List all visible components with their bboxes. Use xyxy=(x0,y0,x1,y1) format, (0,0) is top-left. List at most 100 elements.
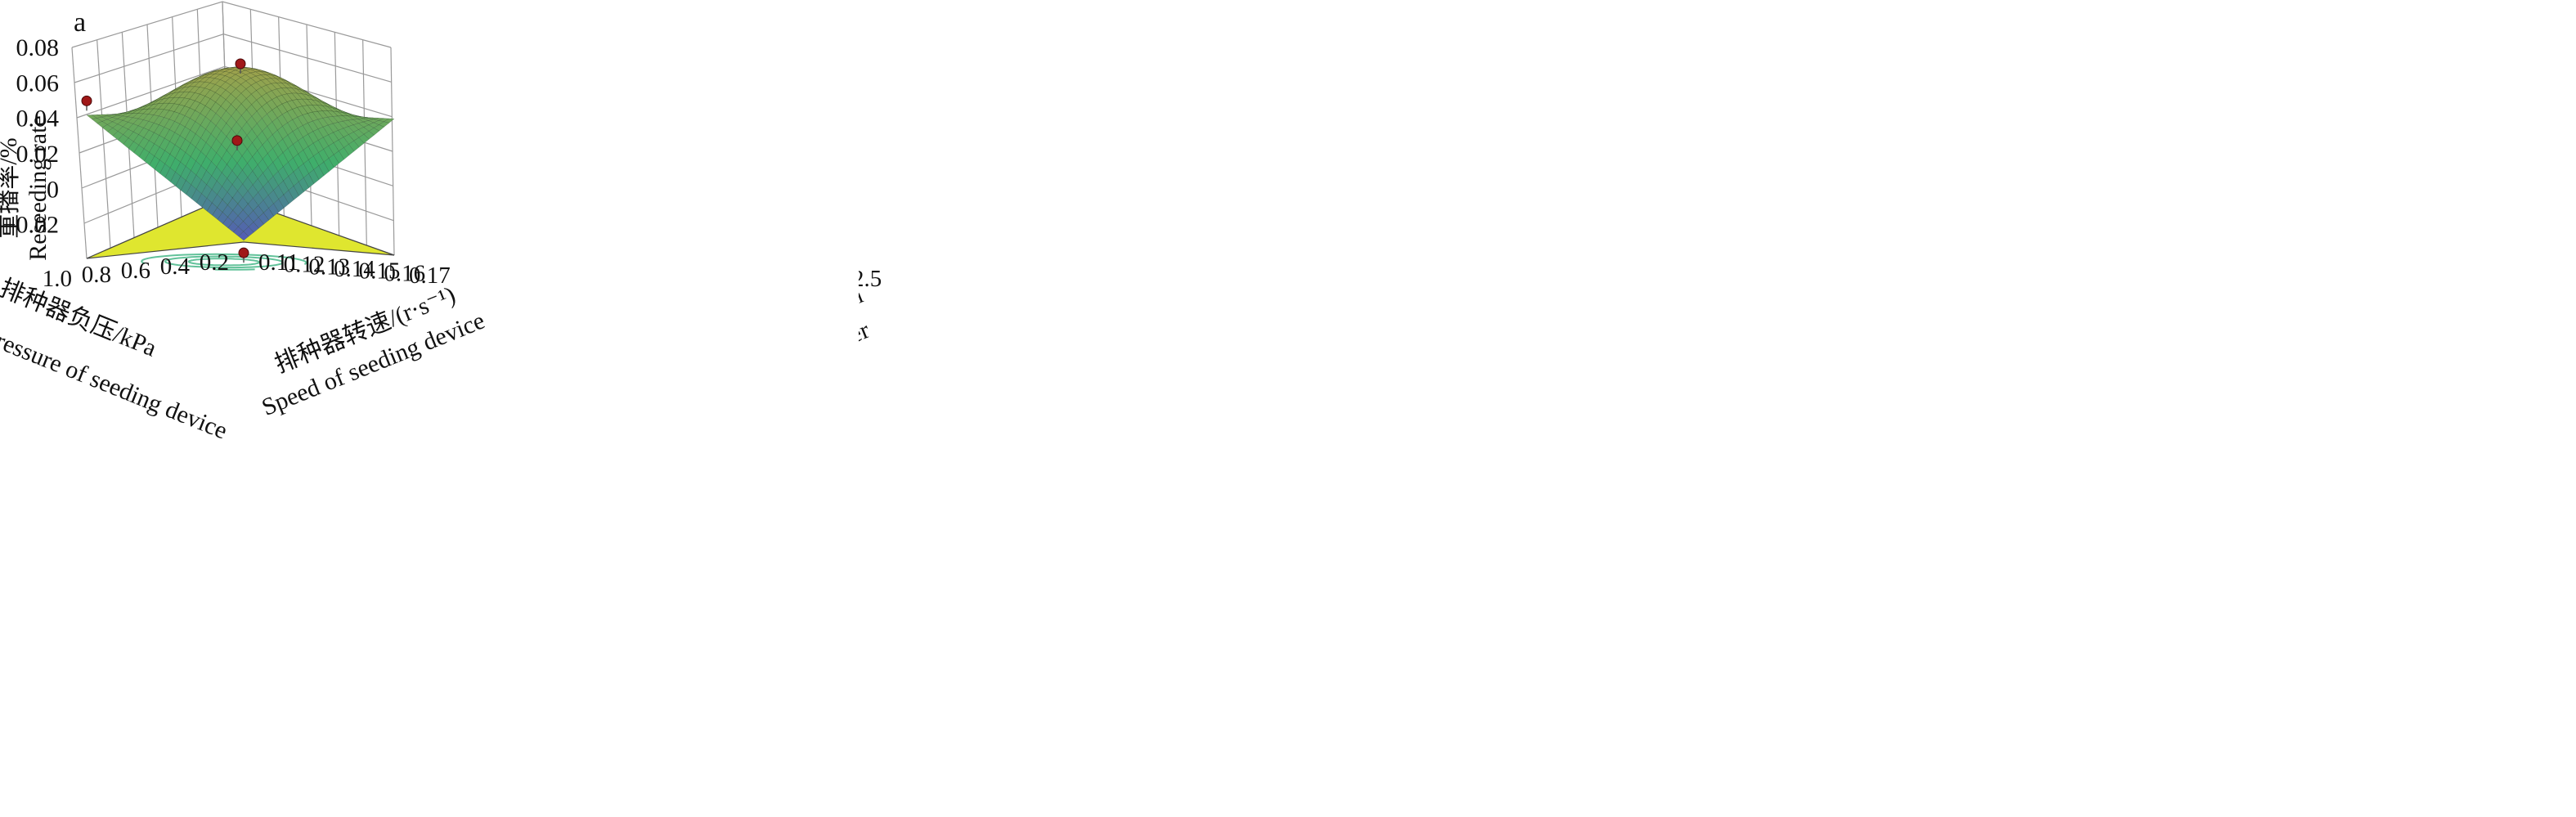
design-points-a xyxy=(81,58,249,263)
design-point xyxy=(235,58,246,70)
surface-cell xyxy=(303,133,314,147)
surface-cell xyxy=(195,124,206,139)
surface-cell xyxy=(178,81,189,88)
left-tick-label: 1.0 xyxy=(43,266,72,292)
surface-cell xyxy=(277,166,289,182)
surface-cell xyxy=(238,231,249,241)
surface-cell xyxy=(255,74,267,81)
surface-cell xyxy=(149,155,160,170)
surface-cell xyxy=(357,118,370,123)
surface-cell xyxy=(184,118,196,131)
right-tick-label: 0.14 xyxy=(334,256,375,282)
surface-cell xyxy=(270,73,281,79)
surface-cell xyxy=(133,145,145,158)
surface-cell xyxy=(199,74,210,79)
z-tick-label: 0.06 xyxy=(16,70,60,97)
surface-cell xyxy=(127,110,138,114)
grid-line xyxy=(71,1,392,48)
surface-cell xyxy=(211,152,222,168)
right-axis-a: 0.110.120.130.140.150.160.17排种器转速/(r·s⁻¹… xyxy=(258,249,488,421)
right-tick-label: 0.12 xyxy=(284,252,325,278)
surface-cell xyxy=(175,176,186,191)
surface-cell xyxy=(138,148,150,162)
surface-cell xyxy=(195,179,208,195)
surface-cell xyxy=(158,109,170,118)
z-axis-label-en: Reseeding rate xyxy=(25,115,52,260)
surface-cell xyxy=(306,92,317,99)
surface-cell xyxy=(185,156,196,171)
surface-cell xyxy=(213,70,226,75)
surface-cell xyxy=(301,93,313,101)
surface-cell xyxy=(142,108,155,114)
surface-cell xyxy=(153,115,165,126)
grid-line xyxy=(74,34,392,83)
grid-line xyxy=(76,65,393,119)
surface-cell xyxy=(236,103,247,116)
z-tick-label: 0.02 xyxy=(16,141,60,168)
right-axis-label-en: Seed diameter xyxy=(859,316,873,394)
surface-cell xyxy=(352,123,365,130)
surface-cell xyxy=(257,131,268,146)
z-axis-label-cn: 重播率/% xyxy=(0,137,22,238)
surface-cell xyxy=(248,222,259,233)
right-tick-label: 0.16 xyxy=(384,260,425,286)
surface-cell xyxy=(159,127,170,139)
surface-cell xyxy=(348,140,360,152)
surface-cell xyxy=(312,119,324,130)
surface-cell xyxy=(301,98,313,106)
surface-cell xyxy=(252,164,263,180)
right-tick-label: 2.5 xyxy=(859,266,882,292)
surface-cell xyxy=(112,131,123,141)
surface-cell xyxy=(275,78,288,84)
left-tick-label: 0.8 xyxy=(82,262,111,288)
right-tick-label: 0.11 xyxy=(258,249,299,276)
right-tick-label: 0.15 xyxy=(359,258,401,285)
surface-cell xyxy=(107,128,119,137)
surface-cell xyxy=(132,125,144,135)
surface-cell xyxy=(106,121,119,128)
surface-cell xyxy=(147,100,159,106)
surface-cell xyxy=(96,121,108,128)
right-tick-label: 0.13 xyxy=(308,254,350,280)
contour-line xyxy=(141,253,307,271)
design-point xyxy=(231,135,243,146)
surface-cell xyxy=(168,92,180,99)
surface-cell xyxy=(148,123,159,133)
surface-cell xyxy=(101,115,113,120)
surface-cell xyxy=(185,142,196,157)
surface-cell xyxy=(317,126,329,138)
surface-cell xyxy=(373,124,385,132)
surface-cell xyxy=(237,183,249,198)
surface-cell xyxy=(194,81,205,88)
surface-cell xyxy=(291,84,303,91)
design-point xyxy=(238,247,249,258)
surface-cell xyxy=(280,79,292,85)
surface-cell xyxy=(231,177,244,191)
surface-cell xyxy=(186,184,197,200)
z-tick-label: 0.04 xyxy=(16,105,60,132)
surface-cell xyxy=(215,117,227,132)
surface-cell xyxy=(352,114,363,118)
surface-cell xyxy=(141,104,155,110)
surface-cell xyxy=(363,118,374,121)
surface-cell xyxy=(342,112,353,117)
surface-cell xyxy=(328,154,339,168)
z-tick-label: −0.02 xyxy=(2,212,59,239)
surface-cell xyxy=(200,128,212,143)
surface-cell xyxy=(227,221,239,233)
surface-cell xyxy=(188,76,200,83)
surface-cell xyxy=(265,74,277,79)
surface-cell xyxy=(164,167,176,182)
panel-a: 0.08 0.06 0.04 0.02 0 −0.02 重播率/% Reseeding rat… xyxy=(0,0,859,817)
surface-cell xyxy=(158,102,170,110)
surface-cell xyxy=(159,164,171,178)
surface-cell xyxy=(287,144,299,159)
